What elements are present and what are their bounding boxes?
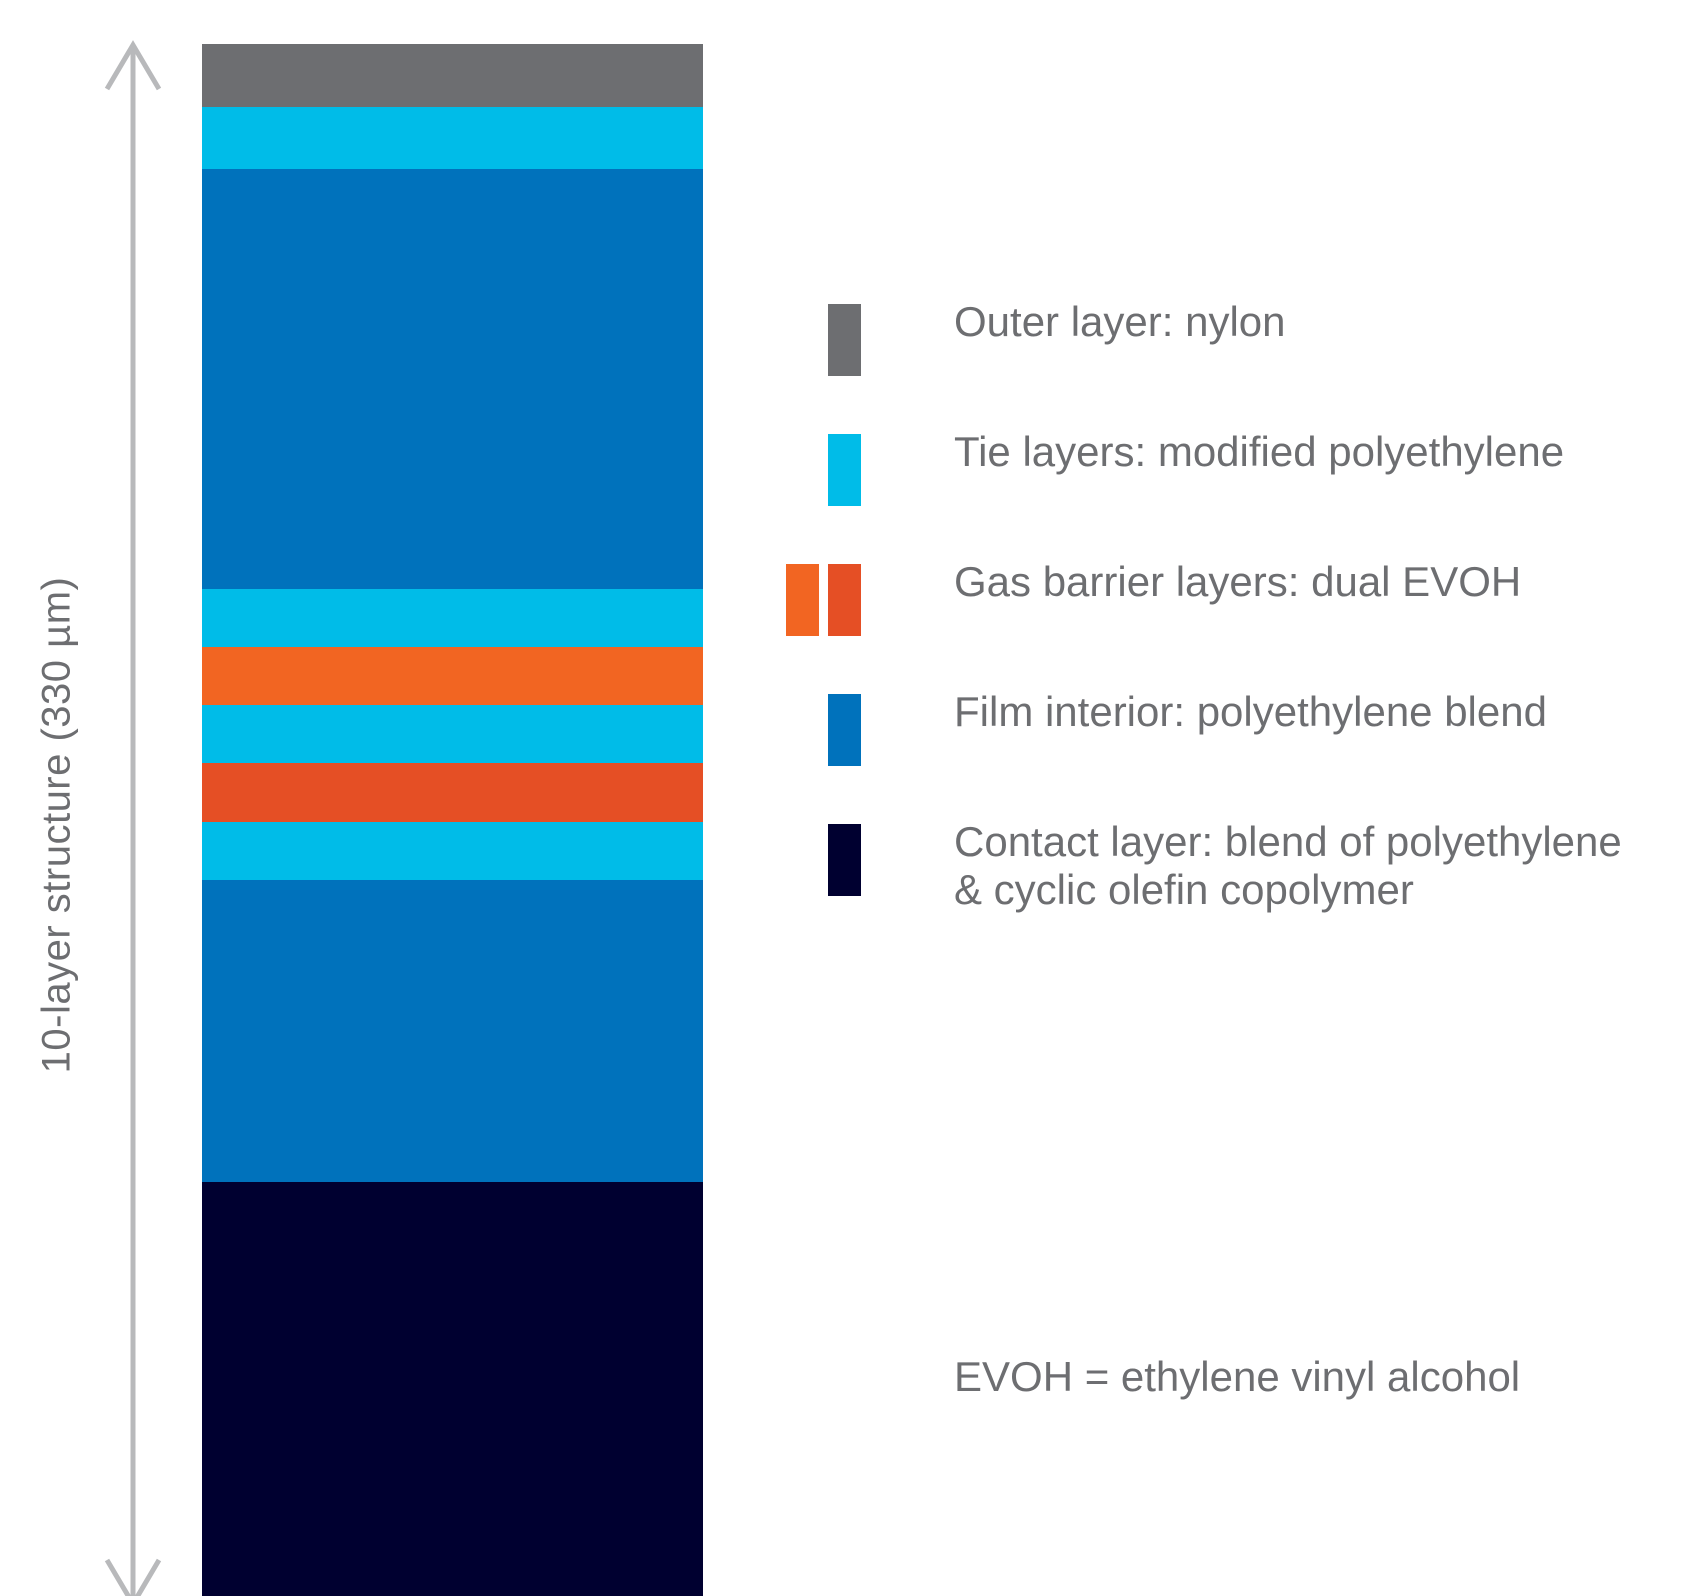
film-interior-1 bbox=[202, 169, 703, 589]
gas-barrier-layer-1 bbox=[202, 647, 703, 705]
legend-swatch bbox=[828, 694, 861, 766]
film-interior-2 bbox=[202, 880, 703, 1182]
legend-swatch bbox=[828, 304, 861, 376]
footnote: EVOH = ethylene vinyl alcohol bbox=[954, 1353, 1521, 1400]
legend-label: Tie layers: modified polyethylene bbox=[954, 428, 1565, 475]
legend-swatch bbox=[786, 564, 819, 636]
tie-layer-1 bbox=[202, 107, 703, 169]
legend-swatch bbox=[828, 434, 861, 506]
legend-label: Contact layer: blend of polyethylene bbox=[954, 818, 1622, 865]
legend-swatch bbox=[828, 824, 861, 896]
legend-label: & cyclic olefin copolymer bbox=[954, 866, 1414, 913]
tie-layer-4 bbox=[202, 822, 703, 880]
outer-layer-nylon bbox=[202, 44, 703, 107]
gas-barrier-layer-2 bbox=[202, 763, 703, 822]
dimension-arrow-head-bottom bbox=[104, 1558, 162, 1596]
layer-stack bbox=[202, 44, 703, 1596]
legend-swatch bbox=[828, 564, 861, 636]
dimension-label: 10-layer structure (330 µm) bbox=[34, 576, 79, 1074]
tie-layer-3 bbox=[202, 705, 703, 763]
dimension-arrow-head-top bbox=[104, 40, 162, 91]
legend-label: Outer layer: nylon bbox=[954, 298, 1286, 345]
tie-layer-2 bbox=[202, 589, 703, 647]
contact-layer bbox=[202, 1182, 703, 1596]
legend-label: Gas barrier layers: dual EVOH bbox=[954, 558, 1522, 605]
legend-label: Film interior: polyethylene blend bbox=[954, 688, 1547, 735]
